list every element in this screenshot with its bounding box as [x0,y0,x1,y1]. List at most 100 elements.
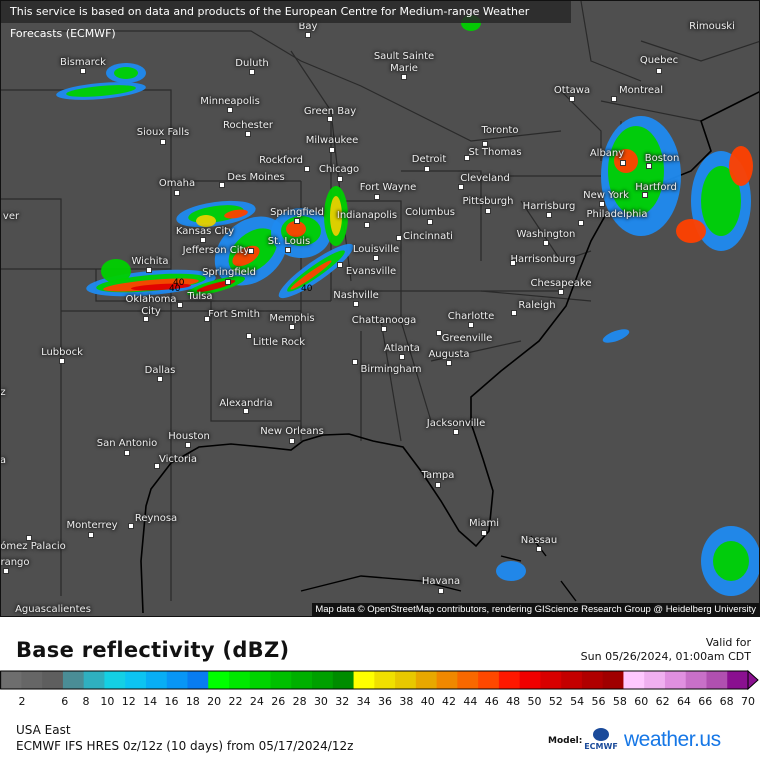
colorbar-tick-label: 22 [228,695,243,708]
city-marker [177,302,183,308]
city-marker [364,222,370,228]
colorbar-tick-label: 12 [121,695,136,708]
city-label: St Thomas [468,147,522,158]
city-marker [80,68,86,74]
colorbar-tick-label: 66 [698,695,713,708]
city-label: Boston [644,153,680,164]
city-marker [204,316,210,322]
border-line [95,269,331,302]
border-line [520,200,592,262]
city-marker [464,155,470,161]
valid-label: Valid for [705,636,751,649]
colorbar-segment [664,671,687,689]
city-marker [143,316,149,322]
radar-map[interactable]: 40 40 40 Bay Rimouski Sault Sainte Marie Bisma… [0,0,760,617]
city-marker [352,359,358,365]
city-label: Duluth [235,58,269,69]
colorbar-segment [436,671,458,689]
city-label: rango [0,557,30,568]
city-label: Tulsa [187,291,213,302]
city-label: Green Bay [303,106,357,117]
model-run-info: ECMWF IFS HRES 0z/12z (10 days) from 05/… [16,739,354,753]
city-label: Cincinnati [403,231,453,242]
ecmwf-notice-banner: This service is based on data and produc… [1,1,571,40]
city-marker [511,310,517,316]
colorbar-segment [83,671,105,689]
city-marker [424,166,430,172]
colorbar-tick-label: 6 [61,695,69,708]
city-label: Springfield [202,267,256,278]
colorbar-tick-label: 8 [82,695,90,708]
city-label: Atlanta [384,343,420,354]
city-marker [154,463,160,469]
city-label: Birmingham [360,364,422,375]
city-label: Des Moines [227,172,285,183]
city-label: Harrisburg [522,201,576,212]
city-marker [337,262,343,268]
city-label: St. Louis [267,236,311,247]
colorbar-tick-label: 32 [335,695,350,708]
city-label: Washington [516,229,576,240]
city-marker [438,588,444,594]
city-marker [482,141,488,147]
city-label: Jacksonville [426,418,486,429]
colorbar-segment [104,671,126,689]
city-marker [656,68,662,74]
city-label: Monterrey [66,520,118,531]
border-line [480,290,592,302]
colorbar-segment [332,671,355,689]
city-marker [436,330,442,336]
city-marker [305,32,311,38]
city-label: a [0,455,7,466]
city-label: Bismarck [60,57,106,68]
city-marker [599,201,605,207]
city-label: Hartford [635,182,677,193]
colorbar-tick-label: 70 [741,695,755,708]
radar-echo [131,283,191,291]
contour-label: 40 [169,284,181,294]
city-marker [225,279,231,285]
colorbar-tick-label: 24 [249,695,264,708]
city-label: Bay [298,21,318,32]
city-label: Milwaukee [305,135,359,146]
colorbar-segment [374,671,396,689]
city-label: Raleigh [518,300,556,311]
city-marker [26,535,32,541]
city-marker [200,237,206,243]
colorbar-segment [727,671,749,689]
colorbar-segment [415,671,438,689]
city-marker [569,96,575,102]
city-marker [88,532,94,538]
city-marker [558,289,564,295]
city-label: Ottawa [553,85,591,96]
colorbar-segment [62,671,85,689]
radar-echo [101,259,131,283]
city-label: New Orleans [260,426,324,437]
city-marker [246,333,252,339]
colorbar-segment [498,671,521,689]
colorbar-tick-label: 64 [676,695,691,708]
colorbar-segment [353,671,375,689]
border-line [560,90,602,161]
city-label: Minneapolis [200,96,260,107]
colorbar-segment [644,671,666,689]
border-line [21,30,562,142]
city-label: Jefferson City [182,245,250,256]
city-marker [399,354,405,360]
radar-echo [701,166,741,236]
radar-echo [66,85,136,97]
colorbar-tick-label: 18 [185,695,200,708]
colorbar-segment [0,671,22,689]
city-marker [381,326,387,332]
radar-echo [496,561,526,581]
weather-us-logo[interactable]: weather.us [624,728,721,751]
city-label: Lubbock [41,347,83,358]
radar-echo [676,219,706,243]
colorbar-segment [519,671,541,689]
city-marker [245,131,251,137]
city-marker [160,139,166,145]
city-label: Little Rock [252,337,306,348]
colorbar-segment [685,671,707,689]
colorbar-tick-label: 14 [143,695,158,708]
city-label: Miami [468,518,500,529]
